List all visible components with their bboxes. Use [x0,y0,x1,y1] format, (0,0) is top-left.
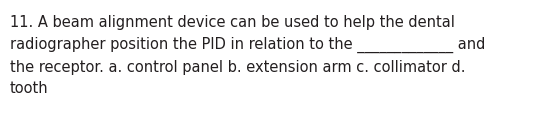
Text: 11. A beam alignment device can be used to help the dental
radiographer position: 11. A beam alignment device can be used … [10,15,485,96]
